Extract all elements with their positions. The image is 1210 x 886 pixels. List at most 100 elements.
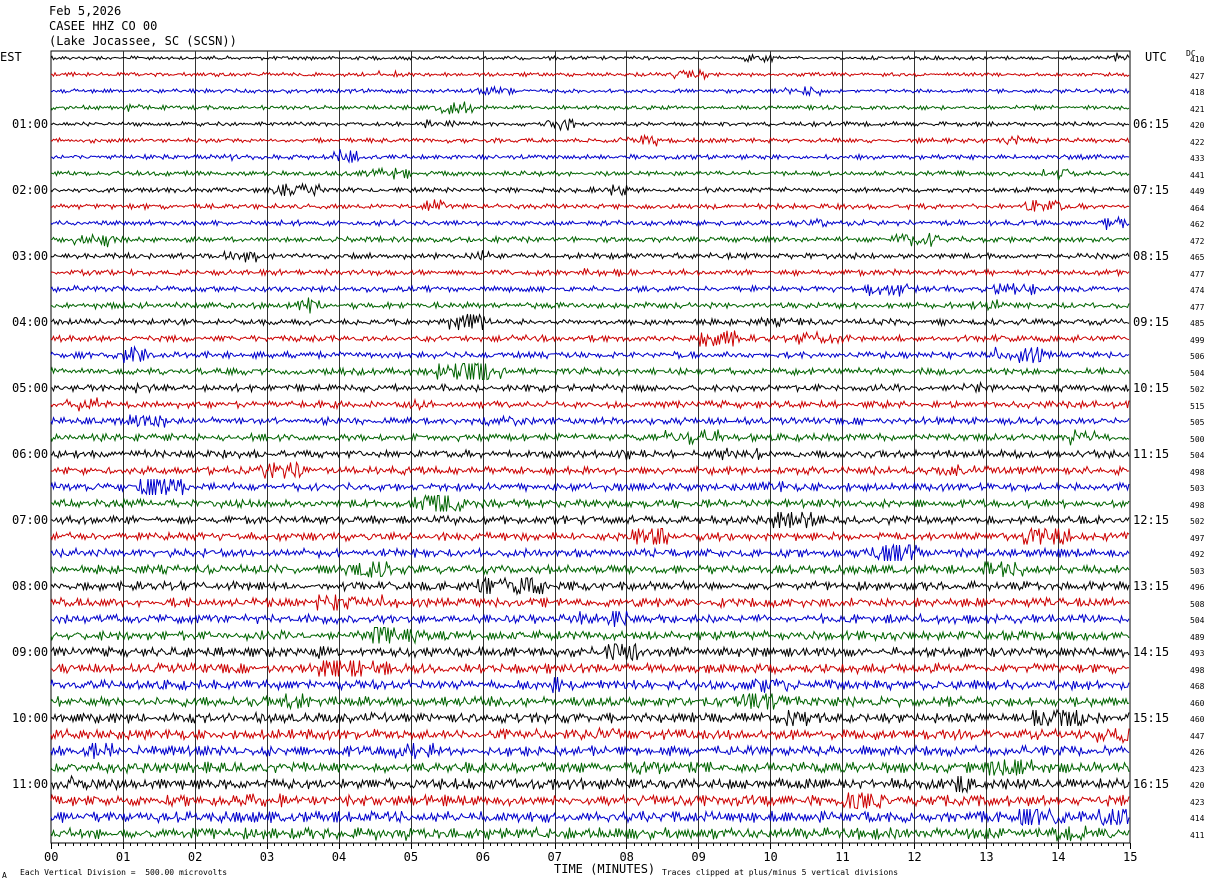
dc-offset-label: 426 bbox=[1190, 748, 1205, 757]
x-tick-label: 11 bbox=[835, 850, 850, 864]
trace-row-22 bbox=[50, 397, 1130, 412]
dc-offset-label: 498 bbox=[1190, 500, 1205, 510]
left-time-label: 11:00 bbox=[12, 777, 49, 791]
dc-offset-label: 420 bbox=[1190, 121, 1205, 130]
trace-row-8 bbox=[50, 166, 1130, 181]
left-time-label: 07:00 bbox=[12, 513, 49, 527]
trace-row-18 bbox=[50, 330, 1130, 347]
right-time-label: 09:15 bbox=[1133, 315, 1170, 329]
trace-row-20 bbox=[50, 362, 1130, 381]
plot-frame bbox=[50, 50, 1131, 844]
dc-offset-label: 499 bbox=[1190, 335, 1205, 345]
x-tick-label: 08 bbox=[619, 850, 634, 864]
dc-offset-label: 508 bbox=[1190, 599, 1205, 609]
trace-row-35 bbox=[50, 610, 1130, 628]
right-time-label: 12:15 bbox=[1133, 513, 1170, 527]
trace-row-21 bbox=[50, 380, 1130, 394]
trace-row-23 bbox=[50, 414, 1130, 428]
dc-offset-label: 477 bbox=[1190, 302, 1205, 312]
trace-row-12 bbox=[51, 232, 1130, 248]
dc-offset-label: 462 bbox=[1190, 220, 1205, 229]
trace-row-48 bbox=[50, 825, 1130, 842]
trace-row-46 bbox=[50, 792, 1130, 810]
x-tick-label: 02 bbox=[187, 850, 203, 864]
trace-row-39 bbox=[50, 677, 1130, 694]
trace-row-2 bbox=[50, 68, 1130, 81]
trace-row-32 bbox=[50, 561, 1130, 578]
header-date: Feb 5,2026 bbox=[49, 4, 122, 18]
dc-offset-label: 496 bbox=[1190, 583, 1205, 592]
x-tick-label: 09 bbox=[691, 850, 706, 864]
dc-offset-label: 449 bbox=[1190, 187, 1205, 196]
corner-mark: A bbox=[2, 871, 7, 880]
dc-offset-label: 418 bbox=[1190, 88, 1205, 97]
left-time-label: 03:00 bbox=[12, 249, 49, 263]
dc-offset-label: 472 bbox=[1190, 236, 1205, 246]
trace-row-14 bbox=[50, 267, 1130, 278]
trace-row-3 bbox=[50, 85, 1130, 98]
x-tick-label: 15 bbox=[1123, 850, 1138, 864]
trace-row-1 bbox=[50, 52, 1130, 64]
trace-row-40 bbox=[50, 693, 1130, 711]
dc-offset-label: 505 bbox=[1190, 418, 1205, 427]
scale-note: Each Vertical Division = 500.00 microvol… bbox=[20, 868, 228, 877]
dc-offset-label: 421 bbox=[1190, 104, 1205, 114]
trace-row-10 bbox=[50, 199, 1130, 213]
right-time-label: 08:15 bbox=[1133, 249, 1170, 263]
dc-offset-label: 515 bbox=[1190, 401, 1205, 411]
dc-offset-label: 420 bbox=[1190, 781, 1205, 790]
trace-row-31 bbox=[50, 543, 1130, 562]
trace-row-30 bbox=[50, 526, 1130, 545]
dc-offset-label: 465 bbox=[1190, 253, 1205, 262]
x-tick-label: 05 bbox=[403, 850, 419, 864]
x-tick-label: 03 bbox=[259, 850, 275, 864]
dc-offset-label: 489 bbox=[1190, 632, 1205, 642]
header-station: CASEE HHZ CO 00 bbox=[49, 19, 158, 33]
x-tick-label: 06 bbox=[475, 850, 491, 864]
x-axis-label: TIME (MINUTES) bbox=[554, 862, 656, 876]
dc-offset-label: 422 bbox=[1190, 137, 1205, 147]
dc-offset-label: 410 bbox=[1190, 55, 1205, 64]
dc-offset-label: 460 bbox=[1190, 698, 1205, 708]
left-time-label: 04:00 bbox=[12, 315, 49, 329]
x-tick-label: 07 bbox=[547, 850, 562, 864]
trace-row-41 bbox=[50, 708, 1130, 727]
trace-row-27 bbox=[50, 478, 1130, 496]
trace-row-17 bbox=[50, 313, 1130, 331]
trace-row-16 bbox=[50, 297, 1130, 314]
trace-row-19 bbox=[50, 345, 1130, 364]
dc-offset-label: 506 bbox=[1190, 352, 1205, 361]
dc-offset-header: DC bbox=[1186, 49, 1196, 58]
dc-offset-label: 500 bbox=[1190, 434, 1205, 444]
trace-row-43 bbox=[50, 742, 1130, 760]
x-tick-label: 01 bbox=[115, 850, 131, 864]
trace-row-15 bbox=[50, 282, 1130, 297]
dc-offset-label: 447 bbox=[1190, 731, 1205, 741]
trace-row-44 bbox=[50, 759, 1130, 776]
trace-row-13 bbox=[50, 249, 1130, 263]
trace-row-6 bbox=[50, 133, 1130, 147]
trace-row-36 bbox=[50, 627, 1130, 645]
dc-offset-label: 460 bbox=[1190, 715, 1205, 724]
trace-row-7 bbox=[50, 149, 1130, 164]
right-time-label: 15:15 bbox=[1133, 711, 1170, 725]
dc-offset-label: 423 bbox=[1190, 764, 1205, 774]
trace-row-5 bbox=[50, 117, 1130, 132]
dc-offset-label: 493 bbox=[1190, 649, 1205, 658]
trace-row-11 bbox=[50, 215, 1130, 230]
right-time-label: 16:15 bbox=[1133, 777, 1170, 791]
left-time-label: 09:00 bbox=[12, 645, 49, 659]
left-time-label: 10:00 bbox=[12, 711, 49, 725]
dc-offset-label: 477 bbox=[1190, 269, 1205, 279]
right-time-label: 06:15 bbox=[1133, 117, 1170, 131]
x-tick-label: 12 bbox=[907, 850, 922, 864]
trace-row-47 bbox=[50, 807, 1130, 827]
right-time-label: 11:15 bbox=[1133, 447, 1170, 461]
x-tick-label: 10 bbox=[763, 850, 778, 864]
right-time-label: 13:15 bbox=[1133, 579, 1170, 593]
right-time-label: 14:15 bbox=[1133, 645, 1170, 659]
x-tick-label: 13 bbox=[979, 850, 994, 864]
trace-row-28 bbox=[50, 493, 1130, 512]
trace-row-45 bbox=[50, 774, 1130, 794]
